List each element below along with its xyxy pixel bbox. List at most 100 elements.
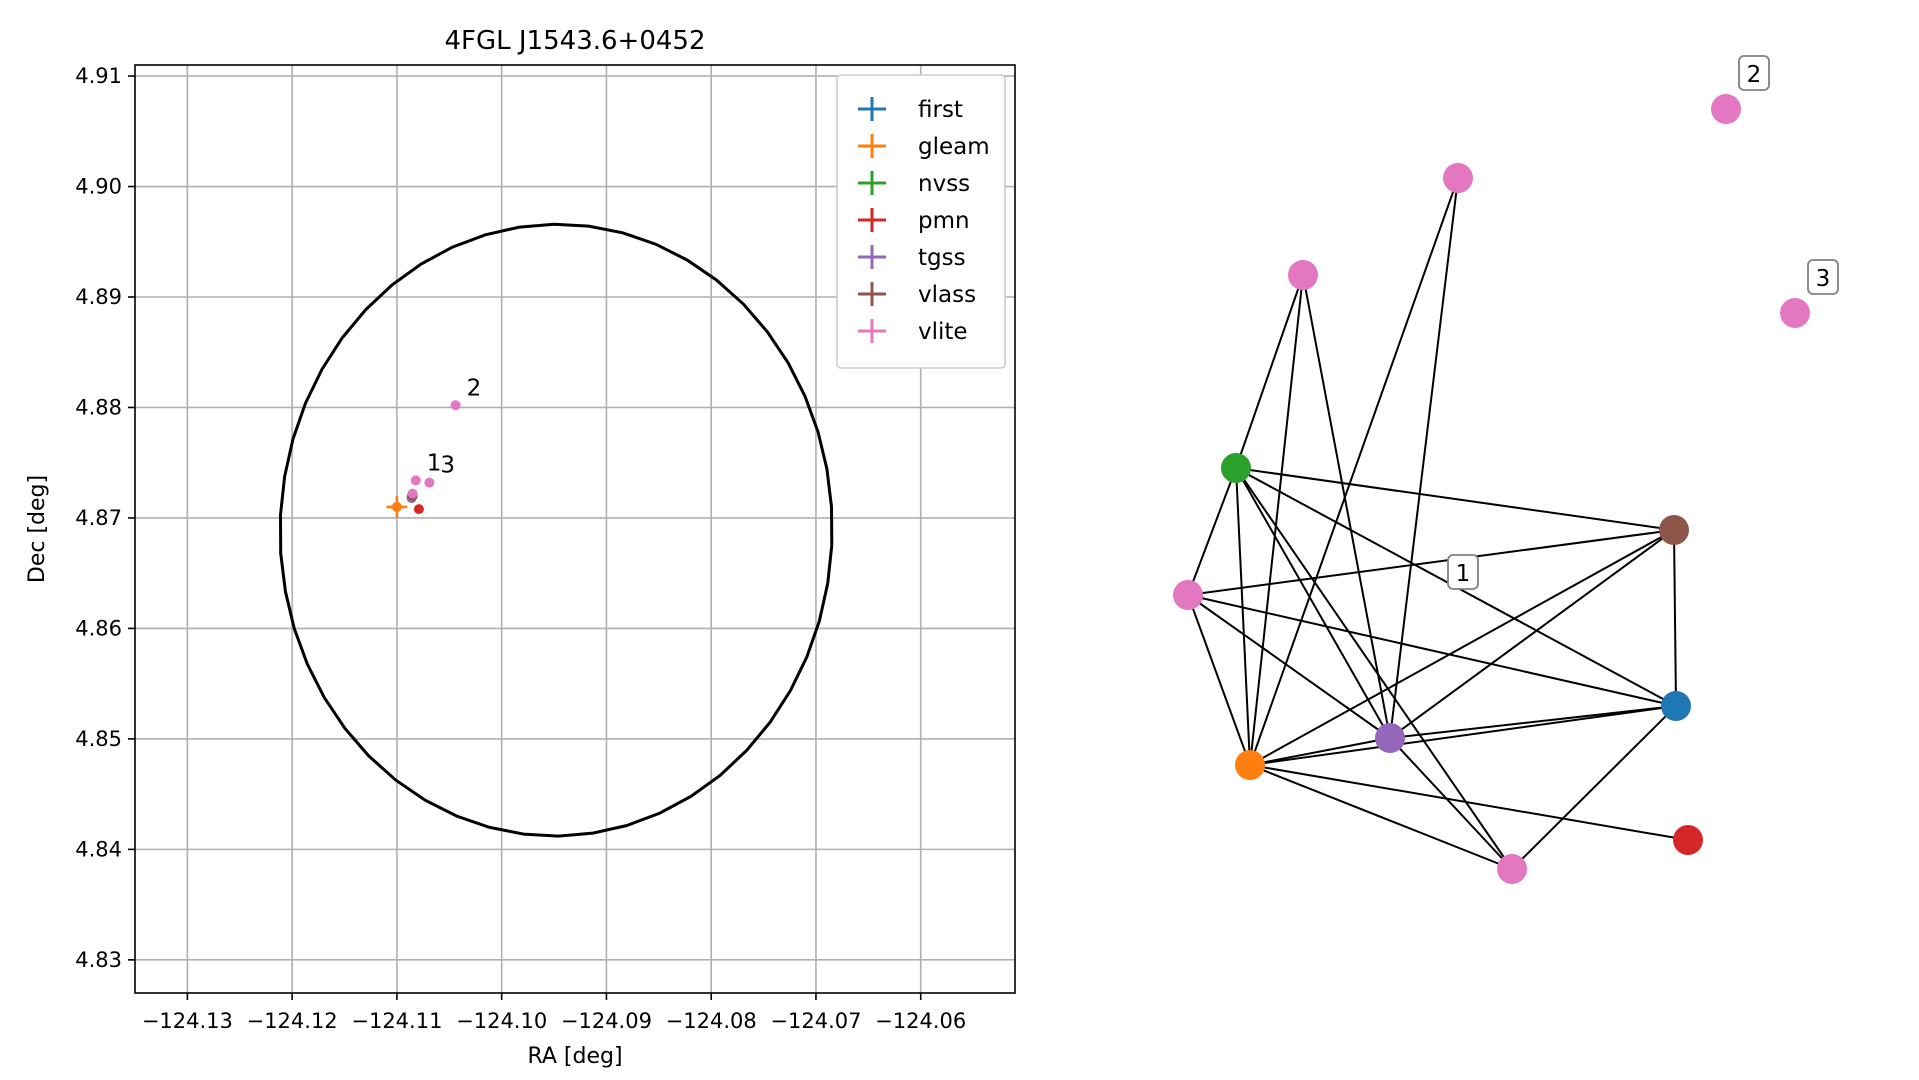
graph-edge — [1235, 467, 1513, 870]
data-point-vlite — [424, 477, 435, 488]
graph-edge — [1235, 467, 1251, 766]
graph-edge — [1511, 705, 1677, 870]
y-axis-label: Dec [deg] — [25, 475, 50, 583]
graph-node-first — [1661, 691, 1691, 721]
legend-entry-gleam: gleam — [858, 134, 990, 160]
plot-area-frame — [134, 64, 1016, 994]
graph-edge — [1235, 274, 1304, 469]
y-tick-label: 4.89 — [75, 285, 122, 309]
graph-edge — [1187, 594, 1391, 739]
error-ellipse — [278, 222, 834, 838]
node-label: 2 — [1747, 62, 1762, 88]
node-label-box — [1738, 55, 1770, 91]
legend-entry-vlite: vlite — [858, 319, 968, 345]
legend-label: nvss — [918, 171, 970, 197]
x-axis-label: RA [deg] — [527, 1044, 622, 1069]
graph-edge — [1187, 467, 1237, 596]
x-tick-label: −124.09 — [561, 1009, 652, 1033]
legend-label: vlass — [918, 282, 976, 308]
y-axis-ticks: 4.83 4.84 4.85 4.86 4.87 4.88 4.89 4.90 4.91 — [75, 64, 135, 972]
graph-edges — [1187, 177, 1689, 870]
data-point-vlite — [410, 475, 421, 486]
source-points — [386, 400, 461, 518]
data-point-vlite — [407, 488, 418, 499]
graph-edge — [1249, 274, 1304, 766]
y-tick-label: 4.90 — [75, 175, 122, 199]
x-tick-label: −124.07 — [770, 1009, 861, 1033]
y-tick-label: 4.91 — [75, 64, 122, 88]
sky-position-plot: 123 −124.13 −124.12 −124.11 −124.10 −124.09−… — [25, 26, 1016, 1069]
point-label: 2 — [467, 375, 482, 401]
x-tick-label: −124.10 — [456, 1009, 547, 1033]
graph-edge — [1249, 177, 1459, 766]
graph-edge — [1249, 764, 1513, 870]
graph-node-vlite_c — [1173, 580, 1203, 610]
y-tick-label: 4.85 — [75, 727, 122, 751]
grid-lines — [135, 65, 1015, 993]
graph-node-vlite_a — [1443, 163, 1473, 193]
point-marker — [391, 501, 402, 512]
point-marker — [413, 504, 424, 515]
legend: first gleam nvss pmn tgss vlass vlite — [836, 74, 1006, 369]
graph-node-gleam — [1235, 750, 1265, 780]
graph-node-nvss — [1221, 453, 1251, 483]
graph-edge — [1673, 529, 1677, 707]
graph-node-tgss — [1375, 723, 1405, 753]
legend-entries: first gleam nvss pmn tgss vlass vlite — [858, 97, 990, 345]
graph-edge — [1389, 737, 1513, 870]
localization-ellipse — [278, 222, 834, 838]
graph-edge — [1249, 764, 1689, 841]
floating-label: 1 — [1456, 561, 1471, 587]
graph-edge — [1249, 529, 1675, 766]
data-point-pmn — [413, 504, 424, 515]
graph-edge — [1187, 529, 1675, 596]
graph-edge — [1249, 737, 1391, 766]
node-label: 3 — [1816, 266, 1831, 292]
graph-nodes — [1173, 94, 1810, 884]
legend-entry-tgss: tgss — [858, 245, 966, 271]
y-tick-label: 4.88 — [75, 395, 122, 419]
x-tick-label: −124.08 — [666, 1009, 757, 1033]
data-point-vlite — [450, 400, 461, 411]
graph-edge — [1389, 529, 1675, 739]
legend-label: gleam — [918, 134, 990, 160]
graph-edge — [1389, 705, 1677, 739]
y-tick-label: 4.87 — [75, 506, 122, 530]
graph-edge — [1187, 594, 1677, 707]
graph-node-vlass — [1659, 515, 1689, 545]
x-axis-ticks: −124.13 −124.12 −124.11 −124.10 −124.09 −124.… — [142, 993, 966, 1033]
y-tick-label: 4.86 — [75, 616, 122, 640]
graph-node-labels: 2 3 1 — [1447, 55, 1839, 590]
point-label: 1 — [427, 450, 442, 476]
legend-label: first — [918, 97, 963, 123]
y-tick-label: 4.83 — [75, 948, 122, 972]
legend-label: vlite — [918, 319, 968, 345]
graph-node-vlite_d — [1497, 854, 1527, 884]
graph-edge — [1187, 594, 1251, 766]
x-tick-label: −124.11 — [351, 1009, 442, 1033]
y-tick-label: 4.84 — [75, 837, 122, 861]
graph-node-vlite_3 — [1780, 298, 1810, 328]
graph-edge — [1249, 705, 1677, 766]
node-label-box — [1807, 259, 1839, 295]
point-label: 3 — [440, 453, 455, 479]
legend-entry-pmn: pmn — [858, 208, 970, 234]
point-marker — [410, 475, 421, 486]
graph-edge — [1389, 177, 1459, 739]
legend-entry-first: first — [858, 97, 963, 123]
point-annotations: 1 2 3 — [427, 375, 481, 478]
graph-edge — [1235, 467, 1675, 531]
legend-entry-vlass: vlass — [858, 282, 976, 308]
x-tick-label: −124.06 — [875, 1009, 966, 1033]
x-tick-label: −124.12 — [247, 1009, 338, 1033]
graph-node-vlite_2 — [1711, 94, 1741, 124]
point-marker — [450, 400, 461, 411]
legend-label: pmn — [918, 208, 970, 234]
graph-edge — [1235, 467, 1391, 739]
floating-label-box — [1447, 554, 1479, 590]
point-marker — [407, 488, 418, 499]
graph-node-pmn — [1673, 825, 1703, 855]
data-point-gleam — [386, 495, 408, 518]
legend-label: tgss — [918, 245, 966, 271]
